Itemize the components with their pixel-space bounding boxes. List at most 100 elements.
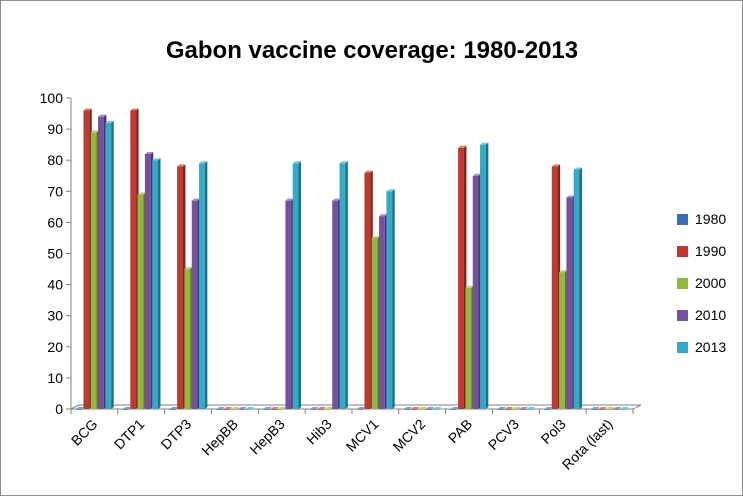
bar — [90, 132, 97, 409]
bar — [425, 409, 432, 410]
bar — [573, 169, 580, 409]
bar — [519, 409, 526, 410]
bar — [324, 409, 331, 410]
bar-top — [169, 407, 179, 409]
x-tick-label: MCV2 — [390, 416, 429, 455]
bar-top — [497, 407, 506, 409]
bar — [238, 409, 245, 410]
bar — [371, 237, 378, 409]
bar — [465, 287, 472, 409]
bar — [245, 409, 252, 410]
bar-top — [263, 407, 272, 409]
bar-top — [605, 407, 615, 409]
bar — [386, 191, 393, 409]
bar-top — [122, 407, 132, 409]
x-tick-label: PAB — [445, 416, 475, 446]
bar — [144, 153, 151, 409]
bar-side — [579, 167, 583, 409]
bar-top — [544, 407, 553, 409]
y-tick-label: 0 — [55, 401, 63, 417]
bar-top — [403, 407, 413, 409]
legend-label: 1990 — [695, 243, 726, 259]
bar — [544, 409, 551, 410]
bar — [223, 409, 230, 410]
legend-swatch — [677, 278, 688, 289]
bar-top — [98, 114, 107, 117]
x-tick-label: Hib3 — [303, 416, 335, 448]
bar — [504, 409, 511, 410]
bar — [605, 409, 612, 410]
bar — [152, 160, 159, 409]
bar-top — [526, 407, 536, 409]
bar — [566, 197, 573, 409]
bar-top — [519, 407, 528, 409]
bar — [512, 409, 519, 410]
bar — [411, 409, 418, 410]
bar-top — [357, 407, 366, 409]
bar — [433, 409, 440, 410]
bar-top — [418, 407, 427, 409]
y-tick-label: 20 — [47, 339, 63, 355]
bar-side — [345, 161, 348, 409]
bar-top — [573, 167, 583, 170]
legend-label: 2010 — [695, 307, 726, 323]
bar-top — [591, 407, 600, 409]
x-tick-labels: BCG DTP1 DTP3 HepBB HepB3 Hib3 MCV1 MCV2 PAB PCV3… — [68, 416, 616, 473]
y-tick-label: 70 — [47, 183, 63, 199]
bar — [332, 200, 339, 409]
bar-top — [216, 407, 225, 409]
bar — [379, 216, 385, 409]
bar — [364, 172, 371, 409]
bar-top — [223, 407, 233, 409]
bar — [137, 194, 144, 409]
bar-top — [324, 407, 334, 409]
x-tick-label: HepBB — [198, 416, 241, 459]
bar-top — [613, 407, 622, 409]
legend-label: 2000 — [695, 275, 726, 291]
bar-top — [551, 164, 561, 167]
bar-top — [285, 198, 294, 201]
bar — [591, 409, 598, 410]
bar — [191, 200, 198, 409]
x-tick-label: DTP3 — [158, 416, 195, 453]
bar-top — [559, 270, 568, 273]
y-tick-label: 50 — [47, 246, 63, 262]
x-tick-label: BCG — [68, 416, 101, 449]
bar — [357, 409, 363, 410]
bar-top — [512, 407, 521, 409]
y-tick-label: 40 — [47, 277, 63, 293]
bar-top — [386, 189, 395, 192]
bar — [551, 166, 558, 409]
bar-top — [184, 267, 193, 270]
bar-top — [144, 151, 154, 154]
bar-top — [566, 195, 575, 198]
bar — [497, 409, 504, 410]
bar — [231, 409, 238, 410]
x-tick-label: HepB3 — [246, 416, 288, 458]
y-tick-label: 90 — [47, 121, 63, 137]
y-tick-labels: 0 10 20 30 40 50 60 70 80 90 100 — [40, 90, 64, 417]
legend-label: 2013 — [695, 339, 726, 355]
bar-top — [332, 198, 341, 201]
bar-top — [425, 407, 435, 409]
bar-top — [231, 407, 240, 409]
bar-top — [137, 192, 146, 195]
bar — [450, 409, 457, 410]
legend-label: 1980 — [695, 211, 726, 227]
bar — [270, 409, 277, 410]
bar-top — [199, 161, 208, 164]
bar-side — [298, 161, 302, 409]
bar — [418, 409, 425, 410]
bar-top — [472, 173, 482, 176]
bar — [83, 110, 90, 409]
bar — [130, 110, 137, 409]
bar — [559, 272, 565, 409]
bar-top — [83, 108, 92, 111]
bar-top — [339, 161, 348, 164]
bar — [216, 409, 223, 410]
y-tick-label: 10 — [47, 370, 63, 386]
x-tick-label: Rota (last) — [559, 416, 616, 473]
bar-top — [504, 407, 514, 409]
chart-title: Gabon vaccine coverage: 1980-2013 — [166, 37, 578, 64]
bar-top — [364, 170, 373, 173]
